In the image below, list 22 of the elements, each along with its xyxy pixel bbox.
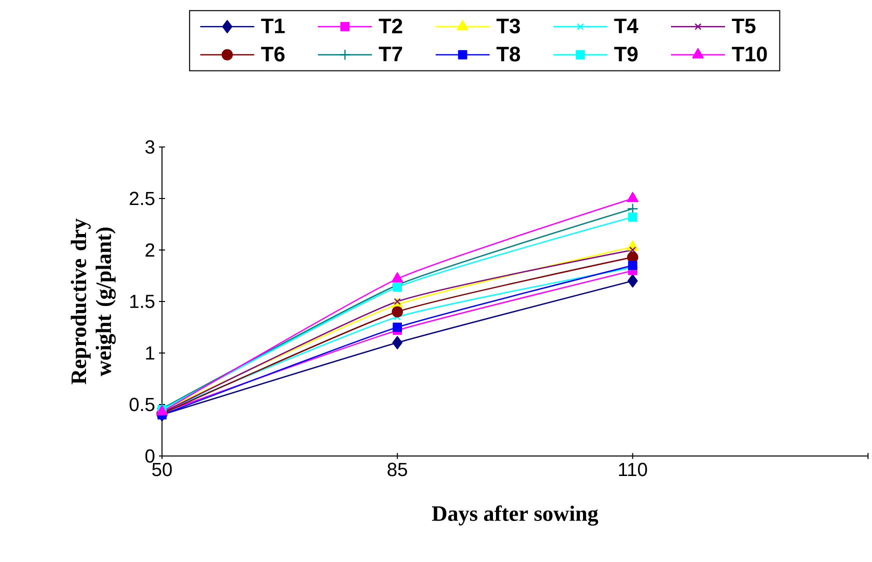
y-tick-label: 3: [145, 140, 154, 154]
legend-label: T10: [732, 46, 767, 62]
y-tick-label: 0.5: [130, 398, 154, 412]
y-tick-label: 2.5: [130, 192, 154, 206]
y-tick-label: 0: [145, 449, 154, 463]
legend-label: T4: [614, 18, 638, 34]
legend-label: T9: [614, 46, 638, 62]
y-tick-label: 2: [146, 243, 154, 257]
x-tick-label: 85: [388, 462, 408, 476]
y-axis-title: Reproductive dry weight (g/plant): [70, 218, 116, 384]
y-tick-label: 1: [146, 346, 154, 360]
legend-label: T8: [496, 46, 520, 62]
legend-label: T7: [378, 46, 402, 62]
legend-label: T3: [496, 18, 520, 34]
legend-label: T2: [378, 18, 402, 34]
y-tick-label: 1.5: [130, 294, 154, 308]
x-tick-label: 50: [152, 462, 172, 476]
legend-label: T5: [732, 18, 756, 34]
x-axis-title: Days after sowing: [432, 505, 598, 526]
legend-label: T6: [261, 46, 285, 62]
x-tick-label: 110: [619, 462, 648, 476]
legend-label: T1: [261, 18, 285, 34]
